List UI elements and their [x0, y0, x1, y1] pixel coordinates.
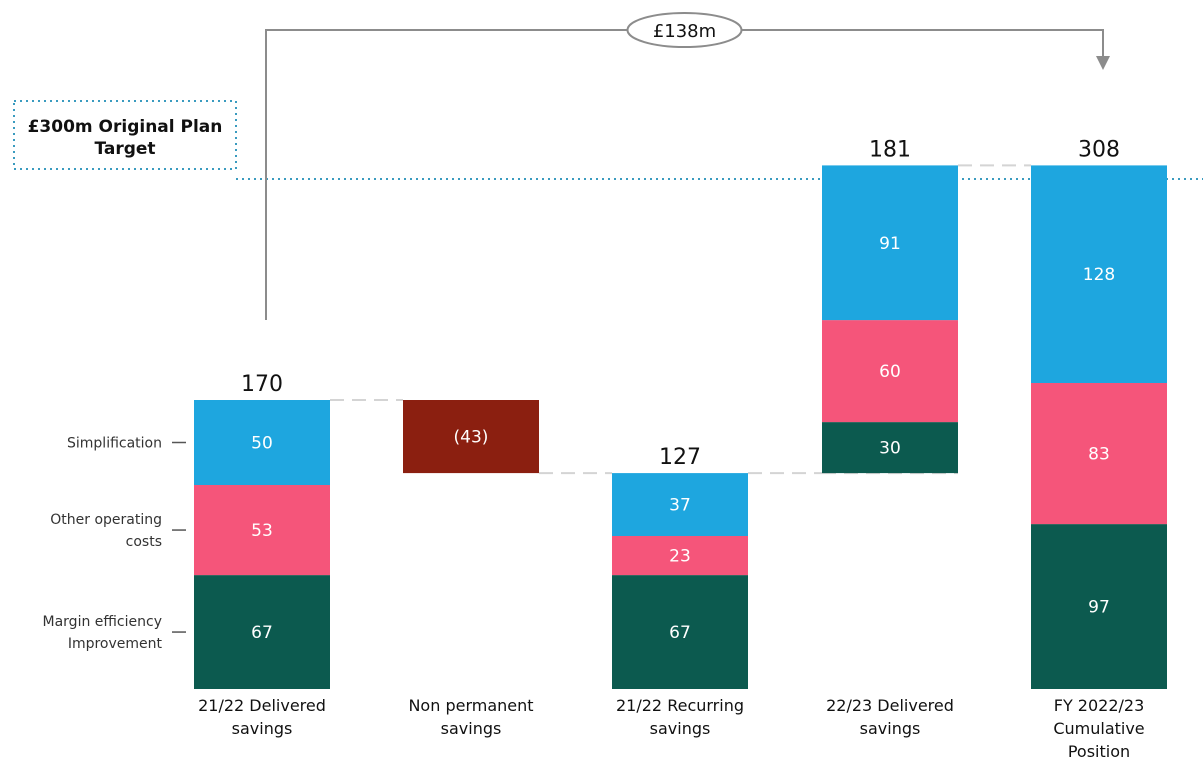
target-label: Target	[94, 139, 155, 159]
bracket-group: £138m	[265, 12, 1110, 320]
bracket-label-ellipse	[626, 12, 743, 48]
bar-segment	[194, 400, 330, 485]
adjustment-bar	[403, 400, 539, 474]
category-label: Non permanent	[408, 696, 533, 715]
segment-value-label: 128	[1083, 265, 1115, 285]
legend-label: costs	[126, 534, 162, 550]
bar-segment	[822, 422, 958, 474]
segment-value-label: 53	[251, 521, 273, 541]
total-label: 127	[659, 445, 701, 470]
category-label: savings	[860, 719, 921, 738]
bar-segment	[612, 536, 748, 576]
bar-segment	[194, 485, 330, 576]
category-label: savings	[441, 719, 502, 738]
category-labels: 21/22 Delivered savings Non permanent savin…	[198, 696, 1145, 760]
bar-segment	[1031, 165, 1167, 383]
bar-segment	[1031, 383, 1167, 525]
segment-value-label: 67	[669, 623, 691, 643]
bar-segment	[1031, 524, 1167, 689]
target-label: £300m Original Plan	[28, 117, 223, 137]
legend-label: Margin efficiency	[43, 614, 162, 630]
category-label: 21/22 Delivered	[198, 696, 326, 715]
bar-segment	[612, 473, 748, 536]
legend-label: Other operating	[50, 512, 162, 528]
bracket-arrowhead	[1096, 56, 1110, 70]
adjustment-label: (43)	[454, 428, 489, 448]
bar-segment	[822, 165, 958, 321]
category-label: savings	[232, 719, 293, 738]
total-label: 308	[1078, 137, 1120, 162]
series-legend: Margin efficiency Improvement Other operat…	[43, 436, 186, 652]
total-label: 181	[869, 137, 911, 162]
total-label: 170	[241, 372, 283, 397]
segment-value-label: 67	[251, 623, 273, 643]
bracket-line	[265, 29, 1104, 320]
segment-value-label: 37	[669, 496, 691, 516]
segment-value-label: 83	[1088, 445, 1110, 465]
segment-value-label: 30	[879, 439, 901, 459]
bar-segment	[612, 575, 748, 689]
target-label-box	[13, 100, 237, 170]
segment-value-label: 60	[879, 362, 901, 382]
category-label: 21/22 Recurring	[616, 696, 744, 715]
category-label: Position	[1068, 742, 1130, 760]
bar-segment	[822, 320, 958, 423]
bars: 67 53 50 (43) 67 23 37 30 60 91 97 83 128	[194, 165, 1167, 689]
bracket-label: £138m	[653, 21, 716, 42]
segment-value-label: 23	[669, 547, 691, 567]
category-label: FY 2022/23	[1054, 696, 1145, 715]
bar-segment	[194, 575, 330, 689]
category-label: Cumulative	[1053, 719, 1144, 738]
legend-label: Simplification	[67, 436, 162, 452]
total-labels: 170 127 181 308	[241, 137, 1120, 470]
legend-label: Improvement	[68, 636, 163, 652]
segment-value-label: 50	[251, 434, 273, 454]
category-label: savings	[650, 719, 711, 738]
segment-value-label: 91	[879, 234, 901, 254]
segment-value-label: 97	[1088, 598, 1110, 618]
category-label: 22/23 Delivered	[826, 696, 954, 715]
